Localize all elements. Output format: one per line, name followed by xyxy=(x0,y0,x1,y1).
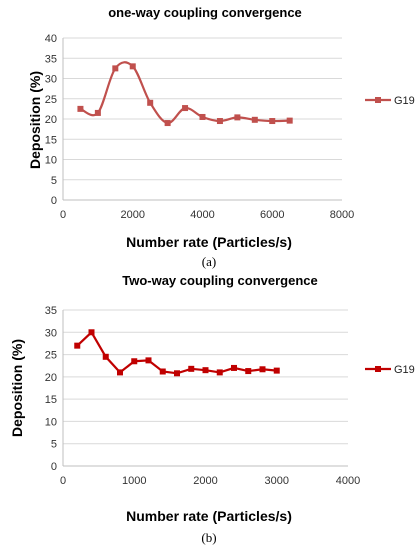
data-point xyxy=(74,342,81,349)
chart-a: one-way coupling convergence 0 5 10 15 20 25 3… xyxy=(27,5,415,269)
y-tick-label: 40 xyxy=(45,33,57,45)
data-point xyxy=(88,329,95,336)
chart-b-ylabel: Deposition (%) xyxy=(9,339,25,437)
chart-a-grid xyxy=(63,37,342,181)
y-tick-label: 0 xyxy=(51,195,57,207)
chart-b-title: Two-way coupling convergence xyxy=(122,273,318,288)
y-tick-label: 20 xyxy=(45,114,57,126)
x-tick-label: 4000 xyxy=(336,475,360,487)
chart-a-series xyxy=(77,61,293,127)
legend-marker xyxy=(375,97,381,103)
data-point xyxy=(131,358,138,365)
data-point xyxy=(216,118,223,125)
x-tick-label: 2000 xyxy=(193,475,217,487)
y-tick-label: 5 xyxy=(51,439,57,451)
x-tick-label: 1000 xyxy=(122,475,146,487)
data-point xyxy=(259,366,266,373)
y-tick-label: 10 xyxy=(45,416,57,428)
data-point xyxy=(202,367,209,374)
data-point xyxy=(245,368,252,375)
chart-a-legend: G19 xyxy=(365,95,415,107)
chart-b-xlabel: Number rate (Particles/s) xyxy=(126,508,292,524)
series-line xyxy=(79,61,290,125)
data-point xyxy=(94,109,101,116)
data-point xyxy=(286,117,293,124)
data-point xyxy=(269,118,276,125)
data-point xyxy=(129,63,136,70)
y-tick-label: 35 xyxy=(45,53,57,65)
chart-a-ticks: 0 5 10 15 20 25 30 35 40 0 2000 4000 6000 8000 xyxy=(45,33,354,221)
data-point xyxy=(145,357,152,364)
chart-b: Two-way coupling convergence 0 5 10 15 20 25 3… xyxy=(9,273,415,545)
chart-a-title: one-way coupling convergence xyxy=(108,5,302,20)
legend-label: G19 xyxy=(394,95,415,107)
y-tick-label: 25 xyxy=(45,94,57,106)
y-tick-label: 25 xyxy=(45,350,57,362)
chart-a-caption: (a) xyxy=(202,254,216,269)
y-tick-label: 15 xyxy=(45,394,57,406)
chart-b-grid xyxy=(63,309,348,445)
legend-label: G19 xyxy=(394,364,415,376)
y-tick-label: 15 xyxy=(45,134,57,146)
data-point xyxy=(231,364,237,371)
chart-a-ylabel: Deposition (%) xyxy=(27,71,43,169)
y-tick-label: 30 xyxy=(45,327,57,339)
y-tick-label: 35 xyxy=(45,305,57,317)
x-tick-label: 2000 xyxy=(121,209,145,221)
x-tick-label: 6000 xyxy=(260,209,284,221)
chart-a-xlabel: Number rate (Particles/s) xyxy=(126,234,292,250)
data-point xyxy=(77,105,84,112)
chart-a-axes xyxy=(62,38,342,201)
x-tick-label: 4000 xyxy=(190,209,214,221)
data-point xyxy=(273,367,280,374)
data-point xyxy=(234,114,241,121)
chart-b-ticks: 0 5 10 15 20 25 30 35 0 1000 2000 3000 4000 xyxy=(45,305,360,487)
data-point xyxy=(216,369,223,376)
y-tick-label: 30 xyxy=(45,74,57,86)
data-point xyxy=(159,368,166,375)
data-point xyxy=(117,369,123,376)
y-tick-label: 0 xyxy=(51,461,57,473)
data-point xyxy=(102,353,109,360)
data-point xyxy=(182,105,189,112)
legend-marker xyxy=(375,366,381,372)
chart-b-legend: G19 xyxy=(365,364,415,376)
x-tick-label: 3000 xyxy=(265,475,289,487)
chart-b-series xyxy=(74,329,280,377)
data-point xyxy=(188,365,195,372)
series-line xyxy=(76,330,277,375)
data-point xyxy=(112,65,119,72)
x-tick-label: 0 xyxy=(60,475,66,487)
y-tick-label: 10 xyxy=(45,155,57,167)
x-tick-label: 8000 xyxy=(330,209,354,221)
chart-b-caption: (b) xyxy=(201,530,216,545)
y-tick-label: 5 xyxy=(51,175,57,187)
x-tick-label: 0 xyxy=(60,209,66,221)
data-point xyxy=(164,120,171,127)
data-point xyxy=(147,99,154,106)
chart-b-axes xyxy=(62,310,348,467)
y-tick-label: 20 xyxy=(45,372,57,384)
data-point xyxy=(174,370,180,377)
data-point xyxy=(251,116,258,123)
data-point xyxy=(199,113,206,120)
